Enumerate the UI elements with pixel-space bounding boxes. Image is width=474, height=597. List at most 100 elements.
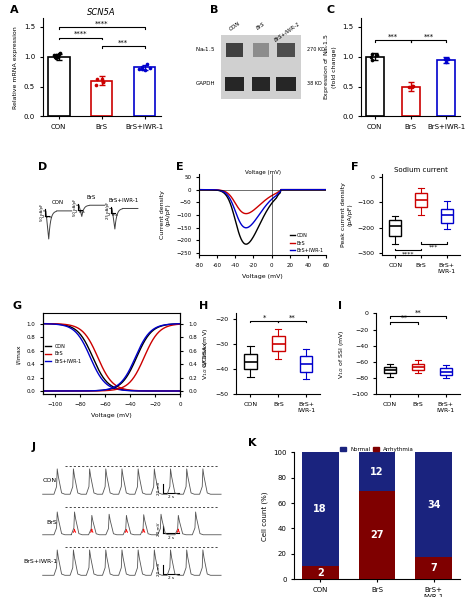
Text: F: F [351,162,359,173]
Bar [401,87,419,116]
Point [94,75,101,84]
BrS [314,186,319,193]
Text: A: A [9,5,18,15]
Text: Na$_v$1.5: Na$_v$1.5 [195,45,215,54]
Point [368,56,376,65]
Point [441,54,449,64]
CON [324,186,329,193]
Text: H: H [199,301,208,312]
Y-axis label: Relative mRNA expression: Relative mRNA expression [13,26,18,109]
Point [408,82,415,91]
CON [314,186,319,193]
BrS+IWR-1 [196,186,201,193]
BrS+IWR-1 [244,224,249,232]
Text: ***: *** [118,39,128,45]
Text: C: C [327,5,335,15]
Text: CON: CON [43,478,57,483]
Title: Sodium current: Sodium current [394,167,448,173]
Point [138,63,146,72]
Text: 2 ms: 2 ms [42,215,52,219]
PathPatch shape [439,368,452,375]
Text: I: I [338,301,342,312]
Text: 50 pA/pF: 50 pA/pF [40,204,44,221]
BrS+IWR-1 [314,186,319,193]
CON [220,189,226,196]
Text: BrS: BrS [256,21,266,30]
Bar [415,558,452,579]
Bar [48,57,70,116]
Text: GAPDH: GAPDH [195,81,215,87]
Point [52,53,60,62]
Text: 2 s: 2 s [168,576,174,580]
Text: 20 mV: 20 mV [157,482,161,496]
Point [54,53,62,62]
Text: ***: *** [429,244,438,250]
Y-axis label: Peak current density
(pA/pF): Peak current density (pA/pF) [341,183,352,247]
Text: 2 ms: 2 ms [108,213,118,217]
Text: 20 mV: 20 mV [157,563,161,576]
Bar [438,60,456,116]
Text: **: ** [415,309,421,315]
Bar [358,491,395,579]
Point [409,82,416,91]
Point [368,49,376,59]
BrS [278,186,284,193]
Bar [366,57,383,116]
Text: G: G [12,301,21,312]
CON [278,186,284,193]
Text: 2 s: 2 s [168,495,174,499]
Text: ****: **** [402,251,414,256]
Y-axis label: G/Gmax: G/Gmax [202,341,208,367]
BrS [220,187,226,194]
BrS [196,186,201,193]
CON [230,208,236,215]
CON [204,186,210,193]
PathPatch shape [390,220,401,236]
Y-axis label: I/Imax: I/Imax [16,344,21,364]
FancyBboxPatch shape [221,35,301,99]
Point [146,63,154,73]
Text: ****: **** [73,31,87,37]
Point [51,52,58,61]
Point [51,51,58,60]
BrS [230,196,236,203]
Text: CON: CON [52,200,64,205]
Text: 25 pA/pF: 25 pA/pF [106,201,110,219]
Text: 20 mV: 20 mV [157,523,161,536]
BrS [201,186,207,193]
Y-axis label: V$_{1/2}$ of SSI (mV): V$_{1/2}$ of SSI (mV) [337,329,346,378]
Legend: CON, BrS, BrS+IWR-1: CON, BrS, BrS+IWR-1 [45,344,82,364]
CON [244,241,249,248]
Point [100,77,107,87]
Point [367,52,375,61]
BrS [324,186,329,193]
BrS+IWR-1 [230,201,236,208]
PathPatch shape [411,364,424,370]
Point [52,53,60,63]
Text: 2 s: 2 s [168,536,174,540]
Bar [415,453,452,558]
Point [442,54,449,64]
Text: 38 KD: 38 KD [307,81,322,87]
BrS+IWR-1 [201,186,207,193]
Text: ****: **** [95,20,109,26]
Text: B: B [210,5,218,15]
PathPatch shape [415,193,427,207]
Text: D: D [37,162,47,173]
BrS [204,186,210,193]
FancyBboxPatch shape [276,77,296,91]
CON [196,186,201,193]
Line: BrS+IWR-1: BrS+IWR-1 [199,190,327,228]
Bar [302,567,339,579]
Text: BrS: BrS [46,519,57,525]
Title: SCN5A: SCN5A [87,8,116,17]
BrS+IWR-1 [324,186,329,193]
Point [55,49,63,59]
Point [444,54,452,63]
Text: **: ** [289,315,296,321]
Point [138,64,146,73]
Text: **: ** [401,315,407,321]
Bar [134,67,155,116]
FancyBboxPatch shape [252,77,270,91]
PathPatch shape [300,356,312,371]
